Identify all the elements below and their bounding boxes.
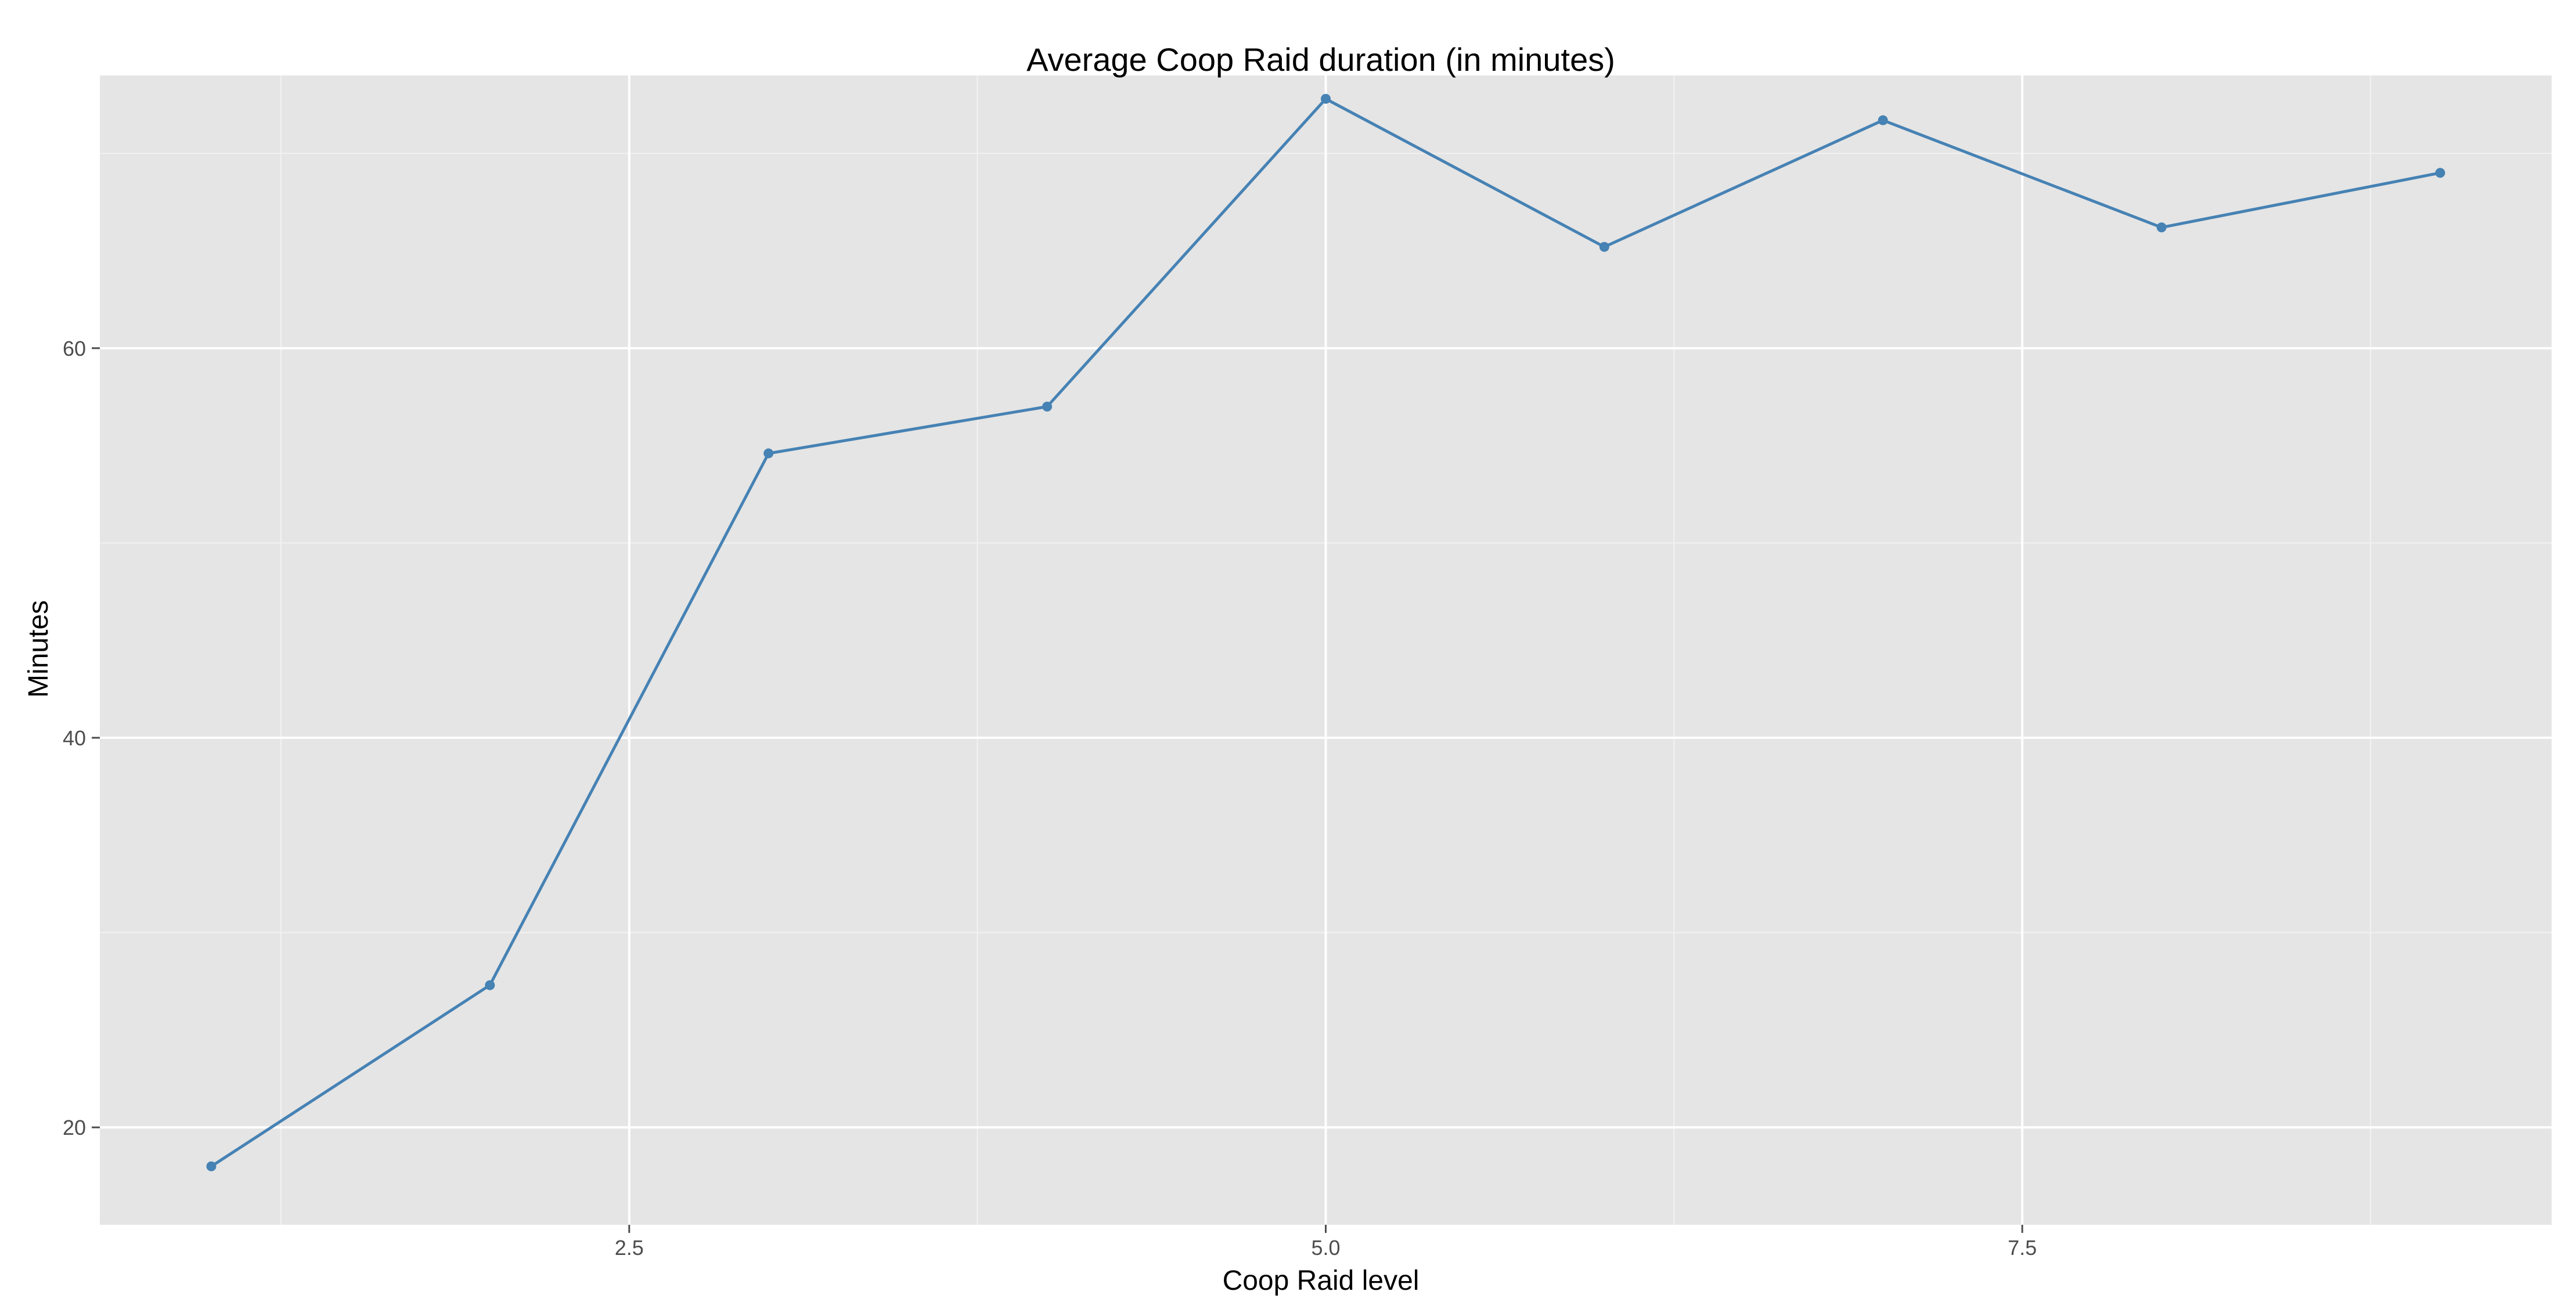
data-point: [1042, 402, 1053, 412]
data-point: [1599, 241, 1609, 252]
y-tick-label: 20: [63, 1116, 86, 1139]
x-tick-label: 5.0: [1311, 1236, 1340, 1260]
chart-title: Average Coop Raid duration (in minutes): [1026, 41, 1615, 78]
axis-ticks: 2.5 5.0 7.5 20 40 60: [63, 337, 2037, 1260]
x-tick-label: 2.5: [615, 1236, 644, 1260]
data-point: [206, 1161, 217, 1171]
data-point: [485, 980, 495, 990]
data-point: [1321, 93, 1331, 104]
data-point: [2435, 168, 2445, 178]
x-axis-label: Coop Raid level: [1223, 1265, 1419, 1296]
y-axis-label: Minutes: [23, 600, 54, 698]
x-tick-label: 7.5: [2008, 1236, 2037, 1260]
y-tick-label: 40: [63, 726, 86, 750]
data-point: [1878, 115, 1888, 125]
data-point: [2156, 222, 2167, 233]
data-point: [763, 448, 774, 459]
series-layer: [206, 93, 2445, 1171]
y-tick-label: 60: [63, 337, 86, 360]
major-gridlines: [100, 75, 2552, 1225]
